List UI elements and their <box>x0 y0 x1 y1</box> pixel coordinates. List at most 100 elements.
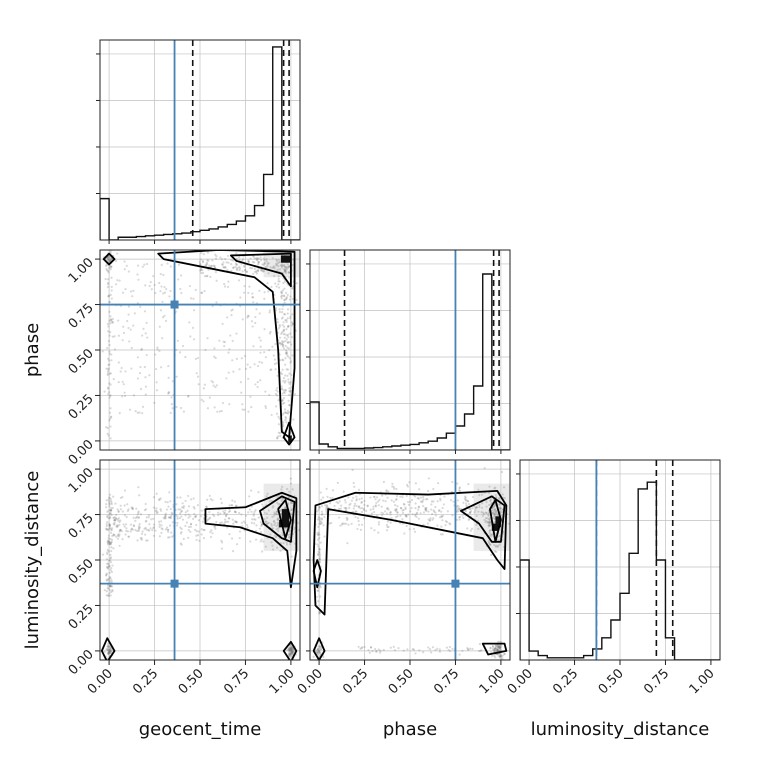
sample-point <box>232 259 235 262</box>
sample-point <box>166 262 169 265</box>
sample-point <box>370 527 373 530</box>
sample-point <box>110 297 113 300</box>
sample-point <box>273 358 277 361</box>
sample-point <box>290 651 293 654</box>
sample-point <box>234 262 237 265</box>
sample-point <box>283 301 286 304</box>
sample-point <box>219 512 222 515</box>
sample-point <box>108 524 112 528</box>
sample-point <box>328 502 332 505</box>
sample-point <box>164 516 167 520</box>
sample-point <box>270 413 273 417</box>
sample-point <box>277 277 280 280</box>
sample-point <box>164 514 167 517</box>
sample-point <box>360 501 363 504</box>
sample-point <box>486 521 489 524</box>
sample-point <box>406 485 410 488</box>
sample-point <box>444 523 447 527</box>
sample-point <box>382 648 385 652</box>
sample-point <box>291 488 294 491</box>
sample-point <box>281 368 284 371</box>
sample-point <box>263 351 266 354</box>
sample-point <box>130 527 134 530</box>
sample-point <box>176 517 179 520</box>
sample-point <box>498 503 501 506</box>
sample-point <box>475 506 478 509</box>
sample-point <box>278 336 282 339</box>
sample-point <box>478 505 481 509</box>
sample-point <box>489 499 492 502</box>
sample-point <box>316 532 319 535</box>
sample-point <box>213 514 216 518</box>
sample-point <box>498 640 501 643</box>
sample-point <box>392 645 395 649</box>
sample-point <box>231 499 234 502</box>
sample-point <box>380 514 384 517</box>
sample-point <box>289 390 292 393</box>
sample-point <box>362 507 366 510</box>
sample-point <box>462 516 465 519</box>
sample-point <box>165 508 169 511</box>
sample-point <box>289 652 292 655</box>
sample-point <box>284 271 288 275</box>
sample-point <box>408 528 411 531</box>
sample-point <box>233 500 236 503</box>
sample-point <box>464 499 467 502</box>
sample-point <box>160 527 163 530</box>
sample-point <box>106 427 109 430</box>
sample-point <box>374 648 377 651</box>
sample-point <box>107 577 110 581</box>
sample-point <box>289 529 292 532</box>
sample-point <box>262 540 265 543</box>
sample-point <box>268 309 271 312</box>
sample-point <box>258 336 261 339</box>
contour-line <box>282 421 296 446</box>
sample-point <box>414 513 417 516</box>
sample-point <box>134 516 138 520</box>
sample-point <box>206 498 209 501</box>
sample-point <box>143 509 147 512</box>
sample-point <box>109 265 113 268</box>
sample-point <box>175 503 178 506</box>
sample-point <box>106 647 109 651</box>
sample-point <box>284 411 287 415</box>
sample-point <box>158 498 161 502</box>
sample-point <box>214 257 218 260</box>
sample-point <box>291 650 294 653</box>
sample-point <box>457 507 461 510</box>
sample-point <box>282 379 285 383</box>
sample-point <box>321 504 324 508</box>
sample-point <box>178 516 181 520</box>
sample-point <box>107 644 111 647</box>
sample-point <box>286 263 289 266</box>
sample-point <box>109 509 112 512</box>
sample-point <box>282 264 286 268</box>
sample-point <box>260 524 263 528</box>
sample-point <box>288 646 291 649</box>
sample-point <box>406 648 409 651</box>
sample-point <box>270 522 273 526</box>
sample-point <box>132 324 135 327</box>
sample-point <box>343 522 346 525</box>
sample-point <box>317 650 321 653</box>
sample-point <box>377 500 380 503</box>
sample-point <box>227 510 231 514</box>
sample-point <box>156 511 159 514</box>
sample-point <box>213 347 216 350</box>
sample-point <box>325 487 328 490</box>
sample-point <box>110 289 113 292</box>
sample-point <box>468 507 471 510</box>
sample-point <box>158 325 161 328</box>
sample-point <box>497 647 500 650</box>
sample-point <box>109 407 112 410</box>
sample-point <box>112 533 115 537</box>
sample-point <box>107 359 111 362</box>
scatter-panel-geocent-time-vs-phase <box>99 249 301 451</box>
sample-point <box>288 382 291 386</box>
sample-point <box>280 311 284 314</box>
sample-point <box>148 374 151 377</box>
sample-point <box>252 345 255 348</box>
sample-point <box>161 528 164 531</box>
sample-point <box>289 648 293 652</box>
sample-point <box>201 520 205 523</box>
